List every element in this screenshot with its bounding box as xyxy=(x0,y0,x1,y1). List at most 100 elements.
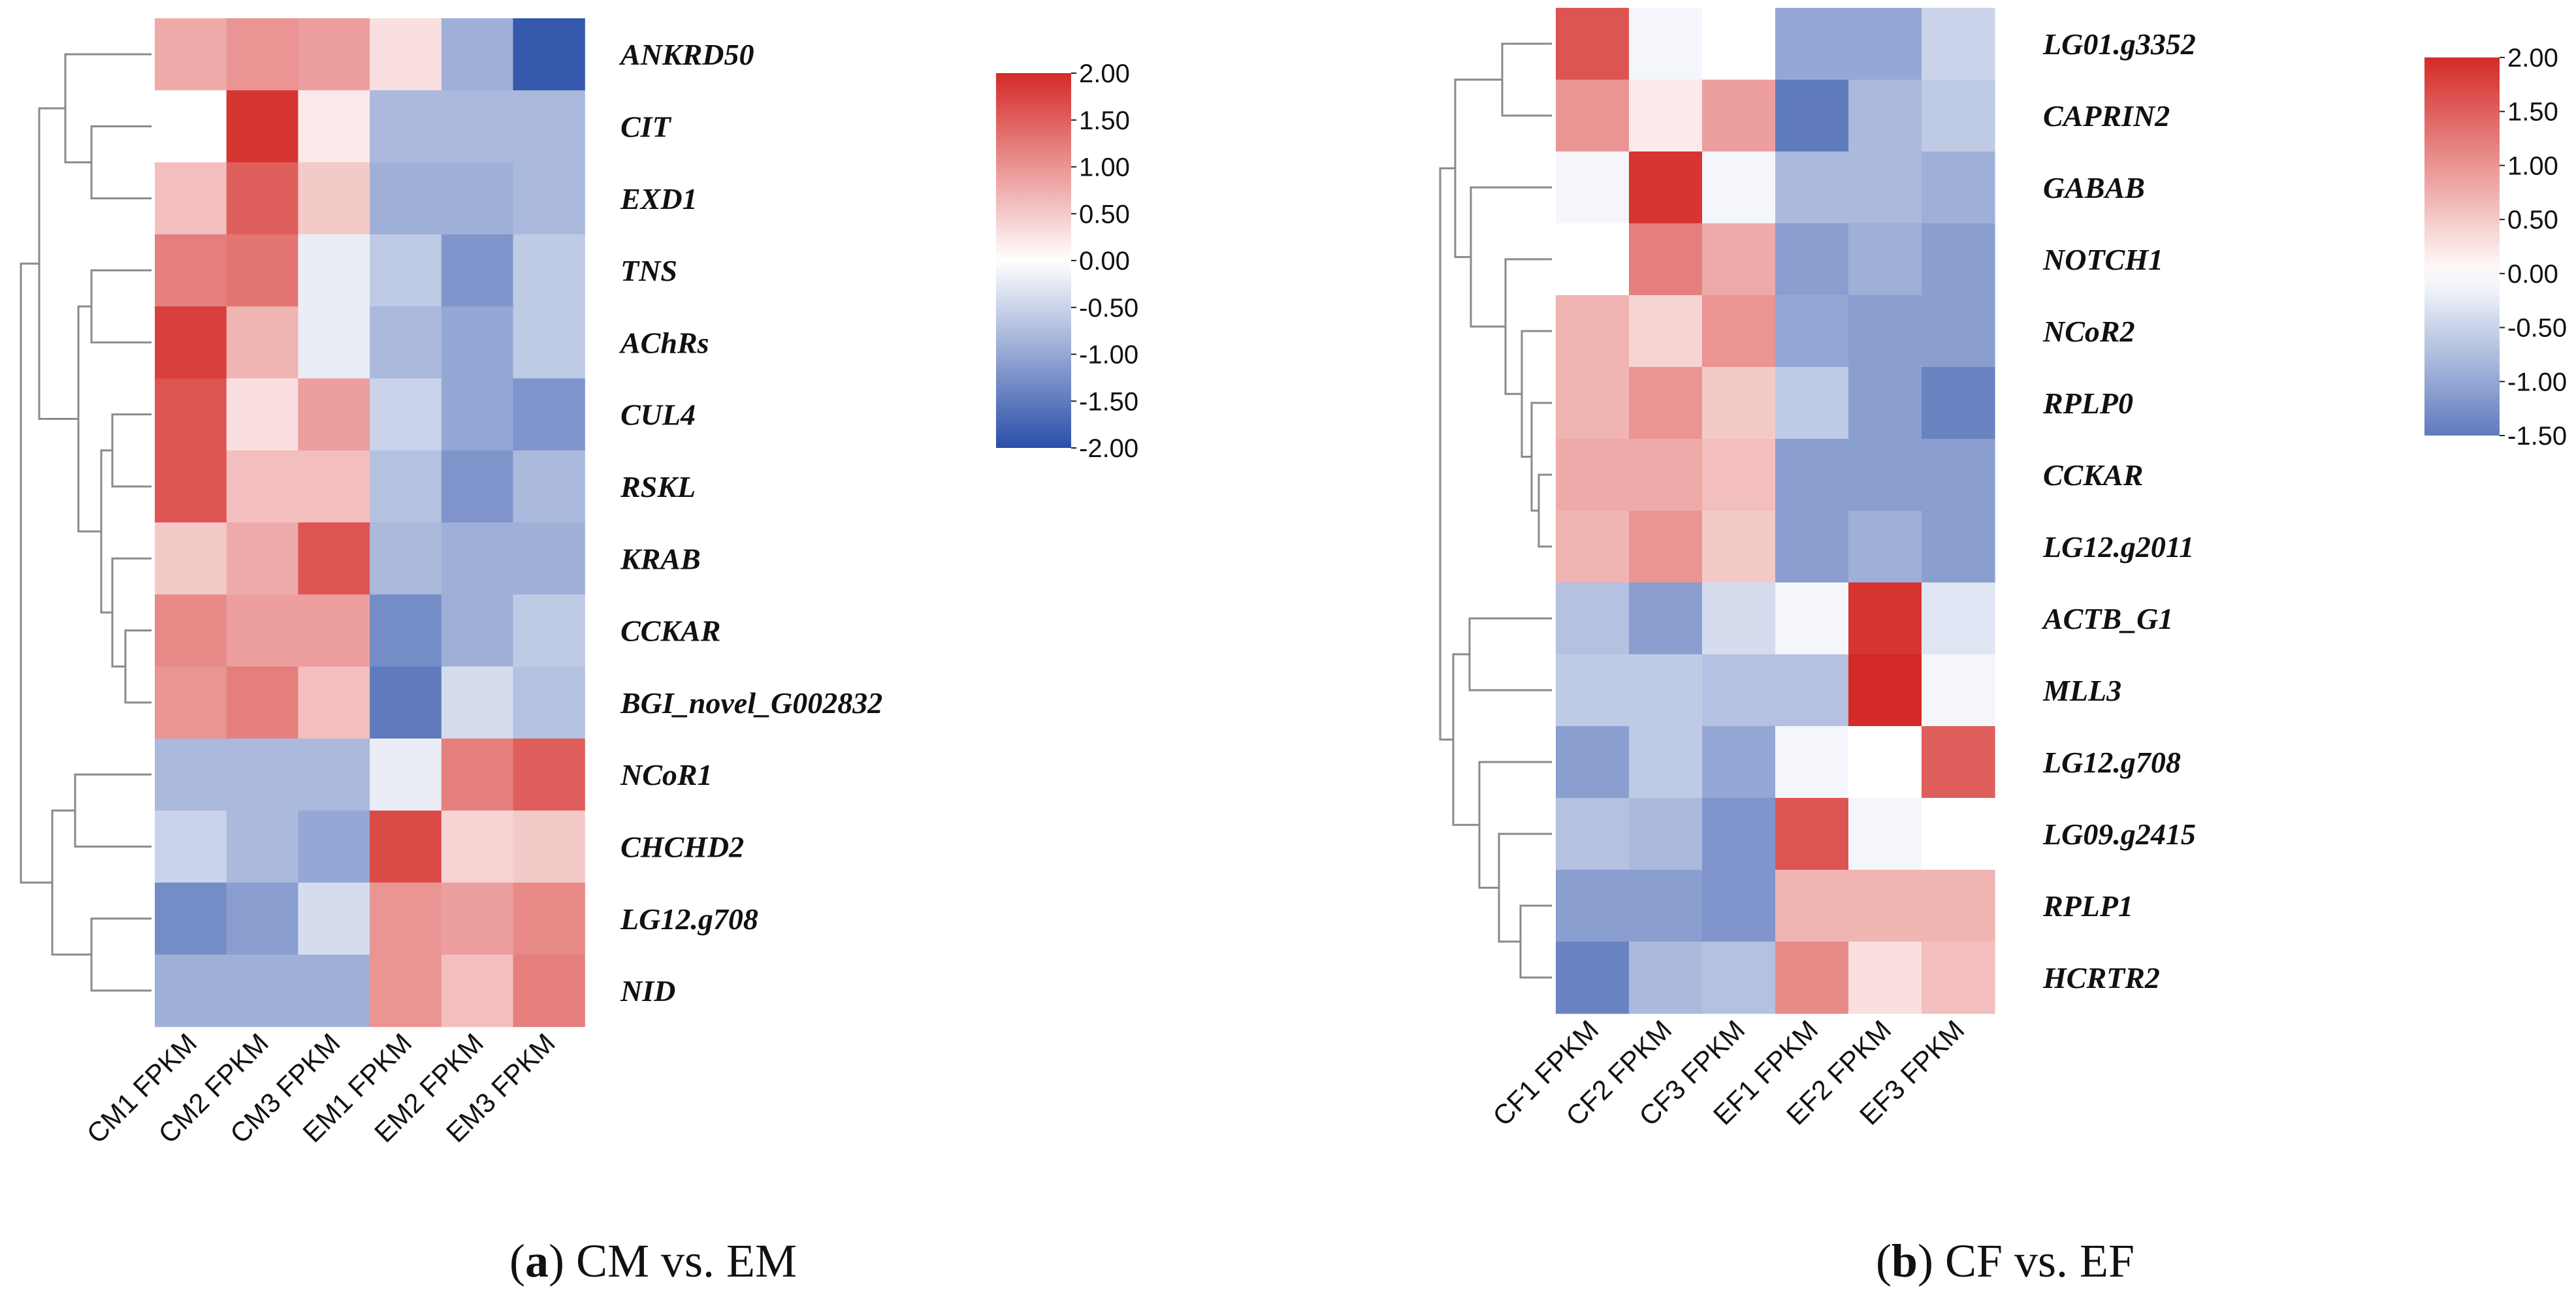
row-label: NOTCH1 xyxy=(2042,243,2163,276)
heatmap-cell xyxy=(441,306,514,379)
heatmap-cell xyxy=(1702,439,1776,511)
heatmap-cell xyxy=(1848,151,1922,224)
dendrogram-branch xyxy=(1521,330,1552,458)
heatmap-cell xyxy=(1629,8,1703,80)
heatmap-cell xyxy=(1629,942,1703,1014)
heatmap-cell xyxy=(370,954,442,1027)
heatmap-cell xyxy=(370,522,442,595)
dendrogram-branch xyxy=(1478,761,1552,889)
heatmap-cell xyxy=(1629,798,1703,870)
row-label: CUL4 xyxy=(620,398,696,432)
heatmap-cell xyxy=(1848,870,1922,942)
colorbar-tick-label: 1.00 xyxy=(1079,153,1130,182)
heatmap-cell xyxy=(441,450,514,523)
dendrogram-branch xyxy=(1538,473,1552,548)
heatmap-cell xyxy=(441,162,514,235)
dendrogram-branch xyxy=(64,53,152,164)
heatmap-cell xyxy=(1556,8,1630,80)
colorbar-a: 2.00 1.50 1.00 0.50 0.00 -0.50 -1.00 -1.50 -2.00 xyxy=(996,59,1138,463)
heatmap-cell xyxy=(513,739,585,811)
heatmap-panel-b: LG01.g3352 CAPRIN2 GABAB NOTCH1 NCoR2 RPLP0 CC… xyxy=(1439,8,2567,1287)
heatmap-cell xyxy=(1848,223,1922,296)
row-label: LG01.g3352 xyxy=(2042,27,2196,61)
heatmap-cell xyxy=(1922,798,1995,870)
caption-b: (b) CF vs. EF xyxy=(1876,1235,2134,1287)
heatmap-cell xyxy=(226,450,298,523)
heatmap-cell xyxy=(226,162,298,235)
heatmap-cell xyxy=(1775,654,1849,727)
heatmap-cell xyxy=(370,306,442,379)
colorbar-tick-label: 1.50 xyxy=(2507,98,2558,127)
row-label: RPLP0 xyxy=(2042,387,2133,420)
heatmap-cells-b xyxy=(1556,8,1995,1014)
heatmap-cell xyxy=(1922,80,1995,152)
heatmap-cell xyxy=(1702,798,1776,870)
heatmap-cell xyxy=(1922,151,1995,224)
colorbar-gradient xyxy=(2424,57,2500,436)
heatmap-cell xyxy=(226,306,298,379)
heatmap-cell xyxy=(155,954,227,1027)
colorbar-tick-label: -1.50 xyxy=(2507,422,2567,451)
row-label: CIT xyxy=(620,110,672,143)
heatmap-cell xyxy=(155,234,227,307)
heatmap-cell xyxy=(1775,726,1849,799)
heatmap-cell xyxy=(1556,654,1630,727)
heatmap-cell xyxy=(155,666,227,739)
dendrogram-branch xyxy=(74,773,152,848)
heatmap-cell xyxy=(370,378,442,451)
heatmap-cell xyxy=(370,90,442,163)
heatmap-cell xyxy=(155,306,227,379)
heatmap-cell xyxy=(226,234,298,307)
row-label: LG12.g708 xyxy=(620,902,758,936)
heatmap-cell xyxy=(1922,439,1995,511)
heatmap-cell xyxy=(1629,654,1703,727)
row-label: HCRTR2 xyxy=(2042,961,2160,994)
heatmap-cell xyxy=(1629,439,1703,511)
heatmap-cell xyxy=(155,810,227,883)
heatmap-cell xyxy=(298,234,370,307)
dendrogram-branch xyxy=(1468,617,1552,692)
row-label: MLL3 xyxy=(2042,674,2121,707)
heatmap-cell xyxy=(1556,223,1630,296)
heatmap-cell xyxy=(298,522,370,595)
row-label: KRAB xyxy=(620,542,701,575)
dendrogram-branch xyxy=(90,269,152,343)
colorbar-tick-label: -1.50 xyxy=(1079,387,1138,416)
row-labels-a: ANKRD50 CIT EXD1 TNS AChRs CUL4 RSKL KRAB CCKAR B… xyxy=(619,38,882,1008)
colorbar-tick-label: 0.00 xyxy=(2507,260,2558,289)
heatmap-cell xyxy=(1629,367,1703,439)
heatmap-cell xyxy=(155,522,227,595)
row-label: GABAB xyxy=(2043,171,2145,204)
heatmap-cell xyxy=(441,18,514,91)
heatmap-cell xyxy=(1629,870,1703,942)
heatmap-cell xyxy=(1556,151,1630,224)
row-label: CAPRIN2 xyxy=(2043,99,2170,133)
row-label: AChRs xyxy=(619,326,709,359)
heatmap-cell xyxy=(226,18,298,91)
row-label: ANKRD50 xyxy=(619,38,754,71)
heatmap-cell xyxy=(1922,726,1995,799)
dendrogram-branch xyxy=(1470,186,1552,328)
heatmap-cell xyxy=(1556,942,1630,1014)
heatmap-cell xyxy=(1702,367,1776,439)
heatmap-cell xyxy=(1629,151,1703,224)
heatmap-cell xyxy=(1556,798,1630,870)
heatmap-cell xyxy=(513,450,585,523)
heatmap-cell xyxy=(441,90,514,163)
colorbar-tick-label: 1.50 xyxy=(1079,106,1130,135)
row-label: EXD1 xyxy=(620,182,698,215)
row-label: NCoR2 xyxy=(2042,315,2135,348)
row-label: CCKAR xyxy=(2043,458,2143,492)
heatmap-cell xyxy=(513,882,585,955)
colorbar-tick-label: 0.50 xyxy=(2507,206,2558,234)
heatmap-panel-a: ANKRD50 CIT EXD1 TNS AChRs CUL4 RSKL KRAB CCKAR B… xyxy=(20,18,1138,1287)
heatmap-cell xyxy=(298,666,370,739)
heatmap-cell xyxy=(1922,511,1995,583)
heatmap-cell xyxy=(513,594,585,667)
heatmap-cell xyxy=(298,810,370,883)
colorbar-tick-label: 0.50 xyxy=(1079,200,1130,229)
dendrogram-branch xyxy=(1501,42,1552,117)
heatmap-cell xyxy=(155,162,227,235)
